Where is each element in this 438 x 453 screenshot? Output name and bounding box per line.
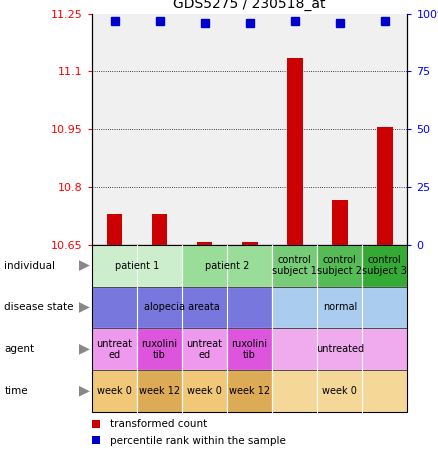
- Text: ruxolini
tib: ruxolini tib: [141, 338, 178, 360]
- Title: GDS5275 / 230518_at: GDS5275 / 230518_at: [173, 0, 326, 11]
- Text: control
subject 3: control subject 3: [362, 255, 407, 276]
- Text: disease state: disease state: [4, 303, 74, 313]
- Text: patient 1: patient 1: [115, 260, 159, 270]
- Text: untreat
ed: untreat ed: [96, 338, 133, 360]
- Text: week 12: week 12: [229, 386, 270, 396]
- Text: week 0: week 0: [187, 386, 222, 396]
- Text: untreat
ed: untreat ed: [187, 338, 223, 360]
- Polygon shape: [79, 302, 90, 313]
- Text: normal: normal: [323, 303, 357, 313]
- Text: week 0: week 0: [97, 386, 132, 396]
- Bar: [332, 200, 348, 245]
- Bar: [377, 127, 393, 245]
- Bar: [152, 214, 167, 245]
- Bar: [106, 214, 122, 245]
- Text: ruxolini
tib: ruxolini tib: [232, 338, 268, 360]
- Text: transformed count: transformed count: [110, 419, 207, 429]
- Bar: [197, 241, 212, 245]
- Text: individual: individual: [4, 260, 55, 270]
- Text: time: time: [4, 386, 28, 396]
- Text: agent: agent: [4, 344, 35, 354]
- Text: week 0: week 0: [322, 386, 357, 396]
- Bar: [242, 241, 258, 245]
- Text: week 12: week 12: [139, 386, 180, 396]
- Text: control
subject 1: control subject 1: [272, 255, 317, 276]
- Polygon shape: [79, 260, 90, 271]
- Text: control
subject 2: control subject 2: [317, 255, 362, 276]
- Text: untreated: untreated: [316, 344, 364, 354]
- Bar: [287, 58, 303, 245]
- Text: alopecia areata: alopecia areata: [144, 303, 220, 313]
- Polygon shape: [79, 344, 90, 355]
- Text: patient 2: patient 2: [205, 260, 249, 270]
- Text: percentile rank within the sample: percentile rank within the sample: [110, 436, 286, 446]
- Polygon shape: [79, 386, 90, 397]
